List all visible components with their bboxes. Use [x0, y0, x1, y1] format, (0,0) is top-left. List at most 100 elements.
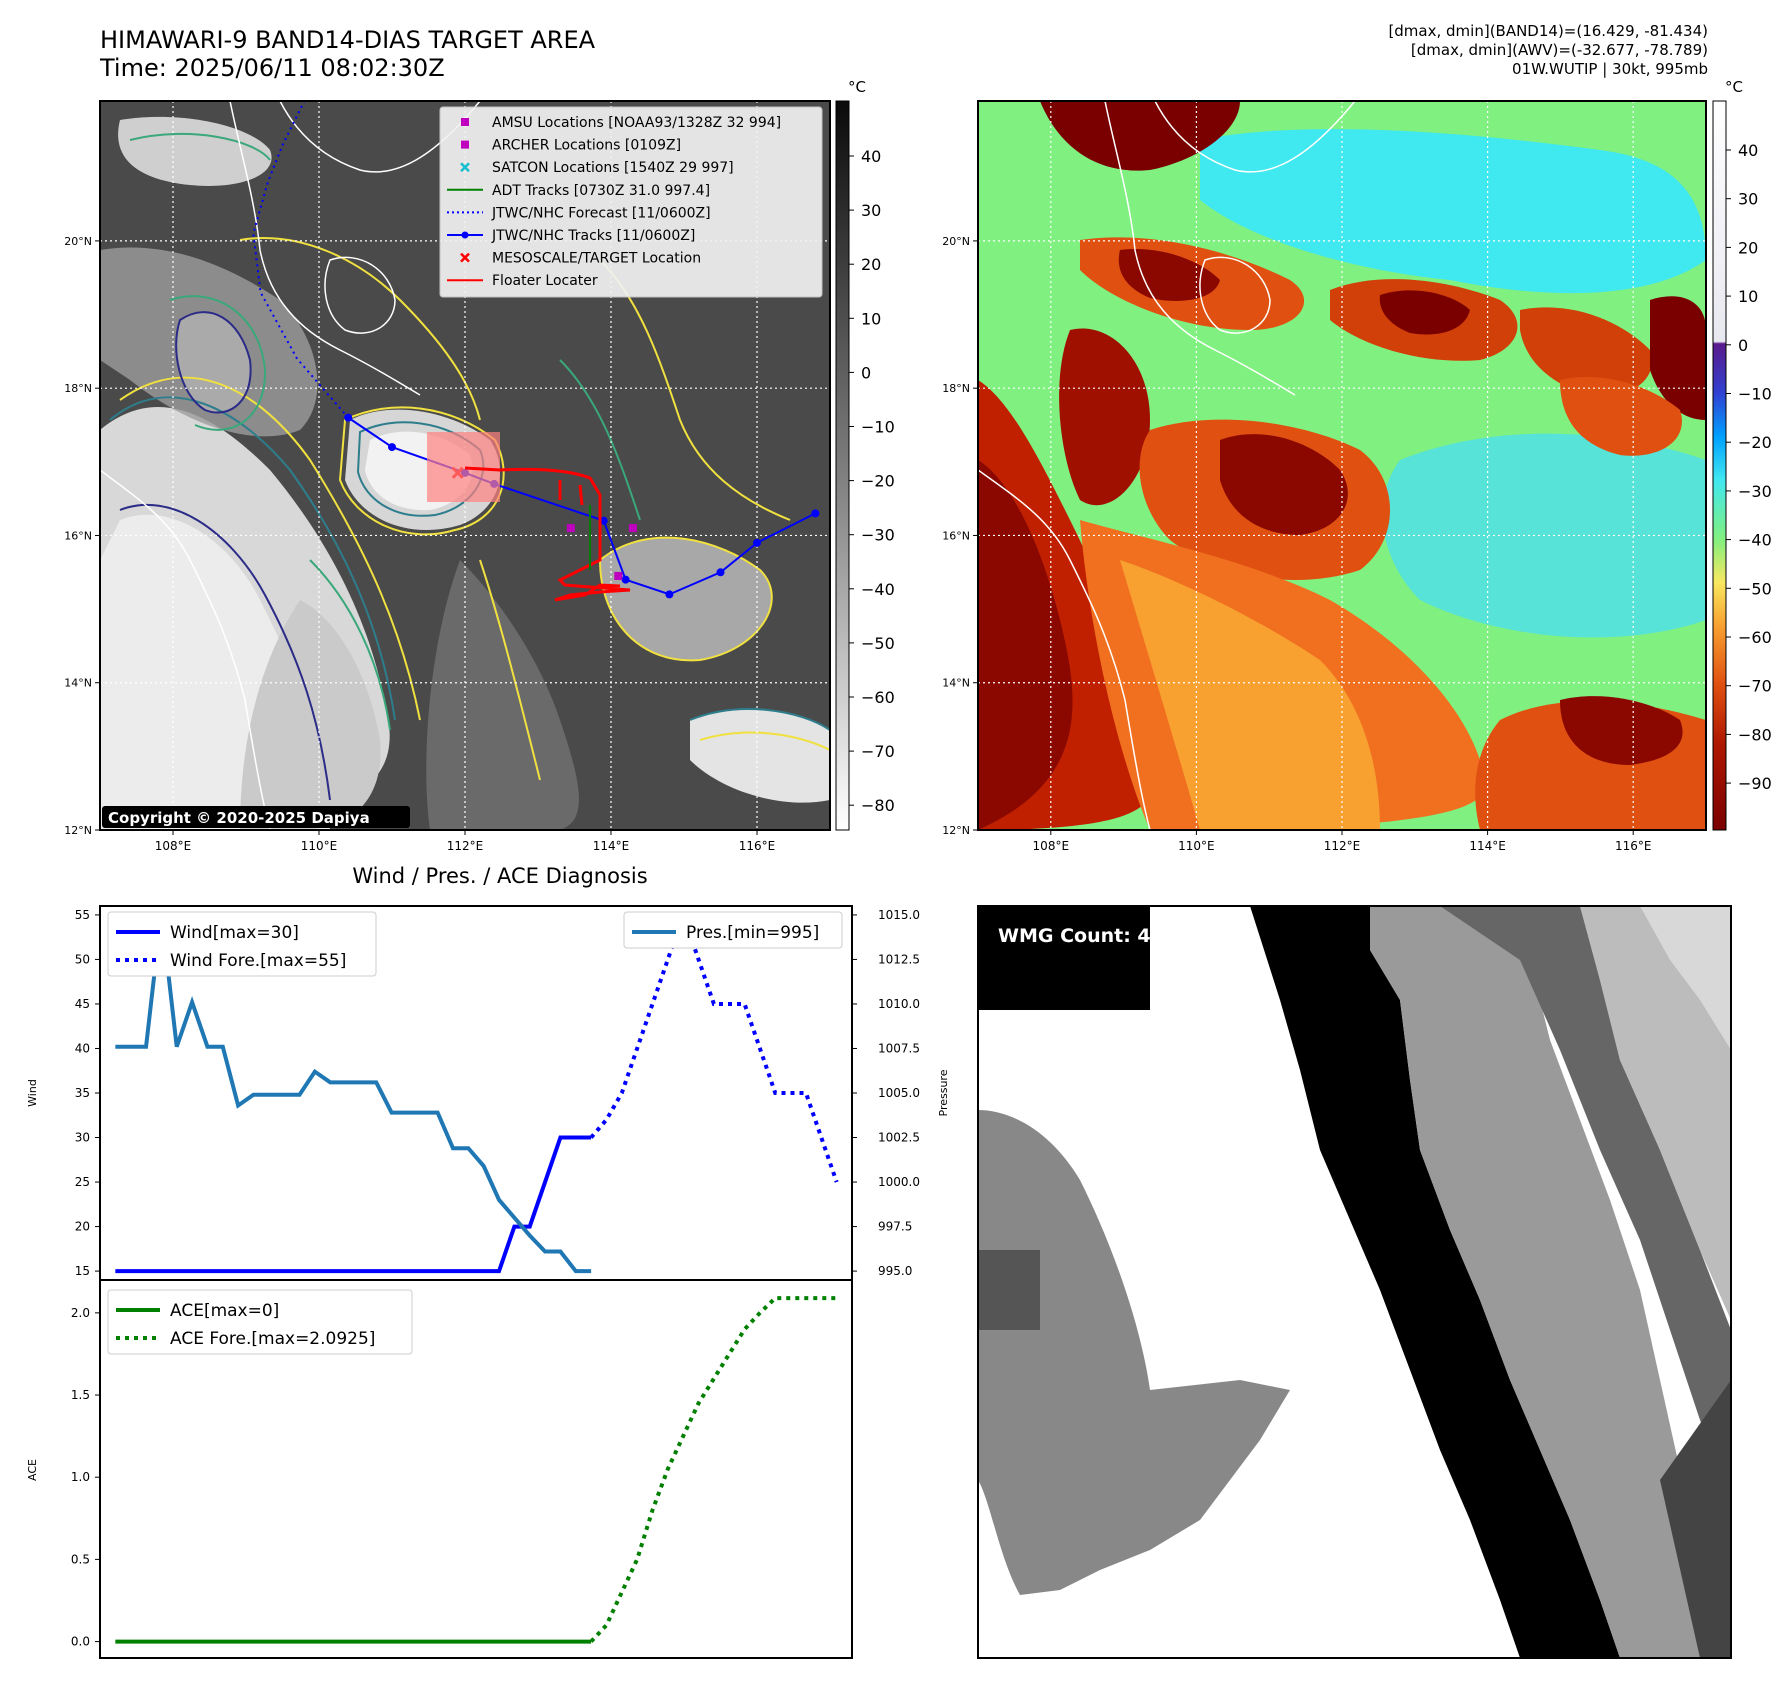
lon-tick-label: 108°E: [1033, 839, 1070, 853]
colorbar-tick-label: 0: [1738, 336, 1748, 355]
wind-ytick-label: 40: [75, 1041, 90, 1055]
wind-ylabel: Wind: [26, 1079, 39, 1107]
wind-ytick-label: 20: [75, 1220, 90, 1234]
pressure-ytick-label: 1005.0: [878, 1086, 920, 1100]
colorbar-tick-label: −40: [1738, 531, 1772, 550]
colorbar-tick-label: −70: [1738, 677, 1772, 696]
ace-ytick-label: 1.5: [71, 1388, 90, 1402]
lon-tick-label: 112°E: [447, 839, 484, 853]
lon-tick-label: 116°E: [739, 839, 776, 853]
lon-tick-label: 114°E: [593, 839, 630, 853]
lon-tick-label: 116°E: [1615, 839, 1652, 853]
series-ace-fore-max-: [589, 1296, 837, 1643]
jtwc-track-point: [811, 509, 820, 518]
colorbar-tick-label: −10: [861, 418, 895, 437]
legend-marker: [460, 252, 470, 263]
lon-tick-label: 112°E: [1324, 839, 1361, 853]
ace-chart: 0.0 0.5 1.0 1.5 2.0 ACE[max=0] ACE Fore.[max=2…: [26, 1279, 853, 1659]
colorbar-tick-label: −50: [861, 634, 895, 653]
colorbar-tick-label: 40: [861, 147, 881, 166]
colorbar-tick-label: 30: [861, 201, 881, 220]
lat-tick-label: 20°N: [942, 235, 970, 248]
figure-title: HIMAWARI-9 BAND14-DIAS TARGET AREA Time: …: [100, 26, 596, 82]
colorbar-tick-label: −70: [861, 742, 895, 761]
jtwc-track-point: [753, 538, 761, 547]
lat-tick-label: 20°N: [64, 235, 92, 248]
legend-marker: [461, 118, 469, 126]
lon-tick-label: 108°E: [155, 839, 192, 853]
amsu-point: [614, 571, 623, 580]
wmg-count-label: WMG Count: 41: [998, 925, 1164, 947]
ir-map-right: [977, 100, 1707, 831]
pressure-ylabel: Pressure: [937, 1069, 950, 1116]
wind-ytick-label: 45: [75, 997, 90, 1011]
ace-ytick-label: 0.0: [71, 1635, 90, 1649]
legend-marker: [461, 231, 469, 239]
lat-tick-label: 12°N: [64, 824, 92, 837]
pressure-legend-label: Pres.[min=995]: [686, 923, 819, 943]
lon-tick-label: 114°E: [1469, 839, 1506, 853]
svg-text:°C: °C: [848, 78, 866, 96]
colorbar-tick-label: 30: [1738, 190, 1758, 209]
colorbar-tick-label: −50: [1738, 579, 1772, 598]
legend-marker: [460, 162, 470, 173]
pressure-ytick-label: 1010.0: [878, 997, 920, 1011]
wind-ytick-label: 35: [75, 1086, 90, 1100]
legend-label: AMSU Locations [NOAA93/1328Z 32 994]: [492, 115, 781, 131]
lon-tick-label: 110°E: [301, 839, 338, 853]
colorbar-tick-label: 10: [1738, 287, 1758, 306]
pressure-ytick-label: 1015.0: [878, 908, 920, 922]
legend-marker: [461, 140, 469, 149]
jtwc-track-point: [716, 568, 725, 577]
colorbar-tick-label: −20: [1738, 433, 1772, 452]
series-wind-max-: [115, 1135, 592, 1274]
wmg-panel: WMG Count: 41: [977, 905, 1732, 1659]
ace-legend-label: ACE[max=0]: [170, 1301, 279, 1321]
amsu-point: [566, 524, 575, 533]
lat-tick-label: 16°N: [942, 529, 970, 542]
svg-text:°C: °C: [1725, 78, 1743, 96]
jtwc-track-point: [665, 590, 674, 599]
ace-ytick-label: 2.0: [71, 1306, 90, 1320]
colorbar-tick-label: 20: [861, 255, 881, 274]
colorbar-tick-label: 0: [861, 363, 871, 382]
left-map-axes: 108°E 110°E 112°E 114°E 116°E 20°N 18°N 16°N 14°…: [64, 235, 775, 853]
diagnosis-title: Wind / Pres. / ACE Diagnosis: [352, 864, 648, 888]
colorbar-tick-label: −80: [861, 796, 895, 815]
colorbar-color: °C 40 30 20 10 0 −10 −20 −30 −40 −50 −60 −70 −80 −90: [1712, 78, 1772, 831]
lat-tick-label: 16°N: [64, 529, 92, 542]
colorbar-gray: °C 40 30 20 10 0 −10 −20 −30 −40 −50 −60 −70 −80: [835, 78, 895, 831]
colorbar-tick-label: −30: [861, 526, 895, 545]
colorbar-tick-label: −40: [861, 580, 895, 599]
colorbar-tick-label: −60: [861, 688, 895, 707]
lon-tick-label: 110°E: [1178, 839, 1215, 853]
jtwc-track-point: [599, 516, 608, 525]
right-map-axes: 108°E 110°E 112°E 114°E 116°E 20°N 18°N 16°N 14°…: [942, 235, 1651, 853]
wind-ytick-label: 55: [75, 908, 90, 922]
amsu-point: [628, 524, 637, 533]
ace-ylabel: ACE: [26, 1459, 39, 1481]
wind-legend-label: Wind Fore.[max=55]: [170, 951, 346, 971]
wind-ytick-label: 25: [75, 1175, 90, 1189]
wind-ytick-label: 50: [75, 952, 90, 966]
colorbar-tick-label: 10: [861, 309, 881, 328]
wind-legend-box: [107, 911, 377, 977]
lat-tick-label: 14°N: [942, 677, 970, 690]
legend-label: Floater Locater: [492, 273, 598, 289]
pressure-ytick-label: 1012.5: [878, 952, 920, 966]
ace-ytick-label: 0.5: [71, 1552, 90, 1566]
jtwc-forecast-line: [252, 101, 349, 419]
wind-legend-label: Wind[max=30]: [170, 923, 299, 943]
pressure-ytick-label: 1000.0: [878, 1175, 920, 1189]
figure-info: [dmax, dmin](BAND14)=(16.429, -81.434) […: [1388, 22, 1708, 78]
pressure-ytick-label: 995.0: [878, 1264, 912, 1278]
copyright-text: Copyright © 2020-2025 Dapiya: [108, 809, 370, 827]
series-pres-min-: [115, 912, 592, 1274]
colorbar-tick-label: −10: [1738, 385, 1772, 404]
pressure-ytick-label: 997.5: [878, 1220, 912, 1234]
legend-label: SATCON Locations [1540Z 29 997]: [492, 160, 734, 176]
ace-ytick-label: 1.0: [71, 1470, 90, 1484]
wind-ytick-label: 30: [75, 1131, 90, 1145]
legend-label: ADT Tracks [0730Z 31.0 997.4]: [492, 183, 710, 199]
lat-tick-label: 14°N: [64, 677, 92, 690]
